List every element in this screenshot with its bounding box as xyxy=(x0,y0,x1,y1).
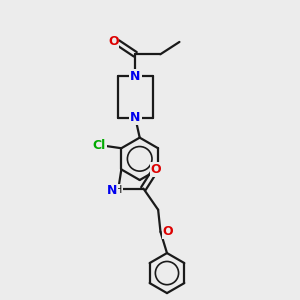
Text: O: O xyxy=(151,163,161,176)
Text: O: O xyxy=(108,34,119,48)
Text: N: N xyxy=(130,70,140,83)
Text: O: O xyxy=(163,225,173,239)
Text: H: H xyxy=(114,185,122,195)
Text: N: N xyxy=(107,184,117,196)
Text: N: N xyxy=(130,111,140,124)
Text: Cl: Cl xyxy=(93,140,106,152)
